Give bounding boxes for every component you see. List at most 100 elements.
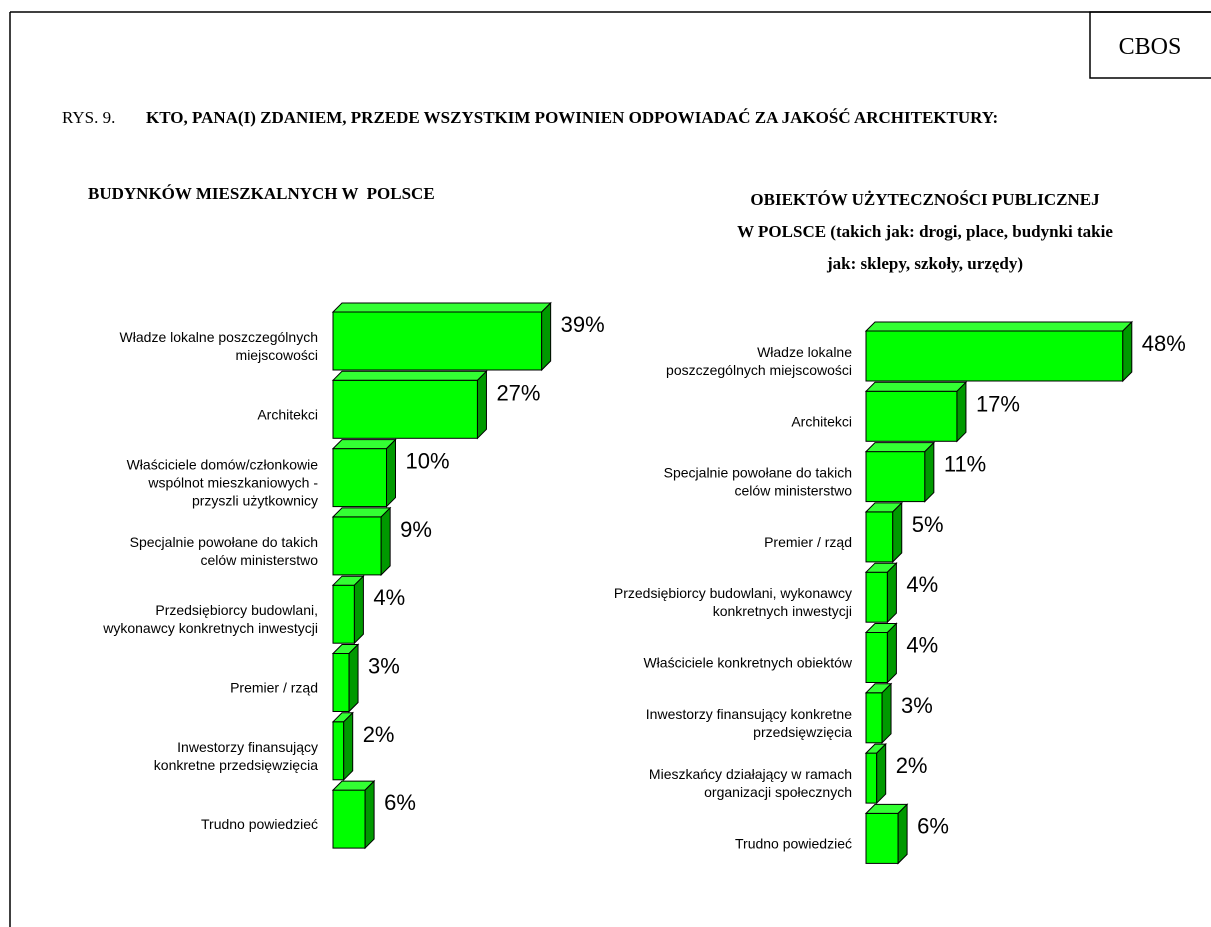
bar-side xyxy=(380,506,391,577)
bar-front xyxy=(865,451,926,503)
bar-top xyxy=(864,321,1134,332)
bar-side xyxy=(956,381,967,443)
category-label: Architekci xyxy=(257,406,318,422)
bar xyxy=(331,779,376,850)
value-label: 2% xyxy=(896,753,928,778)
bar-front xyxy=(332,516,382,576)
bar-front xyxy=(865,812,899,864)
bar-side xyxy=(886,622,897,684)
category-label: Specjalnie powołane do takich celów minis… xyxy=(130,534,319,568)
category-label: Inwestorzy finansujący konkretne przedsię… xyxy=(646,706,852,740)
value-label: 4% xyxy=(373,585,405,610)
category-label: Właściciele konkretnych obiektów xyxy=(643,655,852,671)
bar xyxy=(864,742,887,805)
value-label: 10% xyxy=(406,449,450,474)
value-label: 39% xyxy=(561,312,605,337)
bar-side xyxy=(386,438,396,508)
bar xyxy=(331,506,392,577)
category-label: Premier / rząd xyxy=(764,534,852,550)
category-label: Mieszkańcy działający w ramach organizacj… xyxy=(649,766,852,800)
bar-front xyxy=(332,584,355,644)
bar-front xyxy=(332,311,543,371)
value-label: 27% xyxy=(496,380,540,405)
bar-front xyxy=(332,789,366,849)
bar-side xyxy=(343,711,354,782)
value-label: 3% xyxy=(901,693,933,718)
category-label: Trudno powiedzieć xyxy=(201,816,318,832)
bar xyxy=(864,622,898,684)
bar-top xyxy=(864,381,968,392)
value-label: 4% xyxy=(906,572,938,597)
bar xyxy=(864,441,936,503)
bar-side xyxy=(348,643,359,713)
bar-side xyxy=(886,561,897,624)
category-label: Trudno powiedzieć xyxy=(735,835,852,851)
bar xyxy=(331,574,365,645)
bar-top xyxy=(331,302,552,313)
bar xyxy=(331,711,354,782)
category-label: Specjalnie powołane do takich celów minis… xyxy=(664,465,853,499)
value-label: 2% xyxy=(363,722,395,747)
chart-title: BUDYNKÓW MIESZKALNYCH W POLSCE xyxy=(88,184,435,203)
bar-front xyxy=(332,721,345,781)
bar-side xyxy=(924,441,935,503)
bar-front xyxy=(865,692,883,744)
bar xyxy=(864,803,909,865)
bar-side xyxy=(541,301,552,372)
bar-side xyxy=(897,803,908,865)
value-label: 17% xyxy=(976,391,1020,416)
bar xyxy=(864,682,893,745)
bar-front xyxy=(865,511,894,563)
bar-top xyxy=(864,442,936,453)
category-label: Inwestorzy finansujący konkretne przedsię… xyxy=(154,739,318,773)
bar-top xyxy=(331,439,397,450)
value-label: 9% xyxy=(400,517,432,542)
bar xyxy=(864,561,898,624)
brand: CBOS xyxy=(1119,34,1182,60)
value-label: 4% xyxy=(906,633,938,658)
category-label: Władze lokalne poszczególnych miejscowośc… xyxy=(666,344,852,378)
bar-side xyxy=(1122,320,1133,383)
category-label: Władze lokalne poszczególnych miejscowośc… xyxy=(120,329,318,363)
bar-side xyxy=(353,574,364,645)
bar-top xyxy=(331,507,392,518)
value-label: 6% xyxy=(917,813,949,838)
category-label: Przedsiębiorcy budowlani, wykonawcy konkr… xyxy=(102,602,318,636)
value-label: 3% xyxy=(368,654,400,679)
bar-front xyxy=(332,448,387,508)
bar-side xyxy=(881,682,892,745)
bar-side xyxy=(892,501,903,564)
bar xyxy=(864,320,1134,383)
bar-front xyxy=(332,653,350,712)
bar xyxy=(331,643,360,713)
bar xyxy=(331,438,397,508)
brand-box xyxy=(1089,11,1211,79)
bar-side xyxy=(876,742,887,805)
value-label: 11% xyxy=(944,452,986,477)
bar xyxy=(864,381,968,443)
bar-front xyxy=(865,632,888,683)
value-label: 48% xyxy=(1142,331,1186,356)
figure-label: RYS. 9. xyxy=(62,108,116,127)
bar-side xyxy=(364,779,375,850)
bar-front xyxy=(865,571,888,623)
title: KTO, PANA(I) ZDANIEM, PRZEDE WSZYSTKIM P… xyxy=(146,108,999,127)
bar-front xyxy=(332,379,478,439)
bar-side xyxy=(476,370,487,440)
value-label: 5% xyxy=(912,512,944,537)
category-label: Przedsiębiorcy budowlani, wykonawcy konkr… xyxy=(614,585,852,619)
bar xyxy=(331,301,552,372)
value-label: 6% xyxy=(384,790,416,815)
bar-top xyxy=(331,370,488,381)
category-label: Premier / rząd xyxy=(230,680,318,696)
bar-front xyxy=(865,330,1124,382)
chart-title: OBIEKTÓW UŻYTECZNOŚCI PUBLICZNEJ W POLSC… xyxy=(737,190,1113,273)
figure-title: RYS. 9. KTO, PANA(I) ZDANIEM, PRZEDE WSZY… xyxy=(62,106,1211,130)
bar xyxy=(331,370,488,440)
category-label: Architekci xyxy=(791,413,852,429)
category-label: Właściciele domów/członkowie wspólnot mie… xyxy=(127,457,319,509)
bar-front xyxy=(865,390,958,442)
bar-front xyxy=(865,752,878,804)
